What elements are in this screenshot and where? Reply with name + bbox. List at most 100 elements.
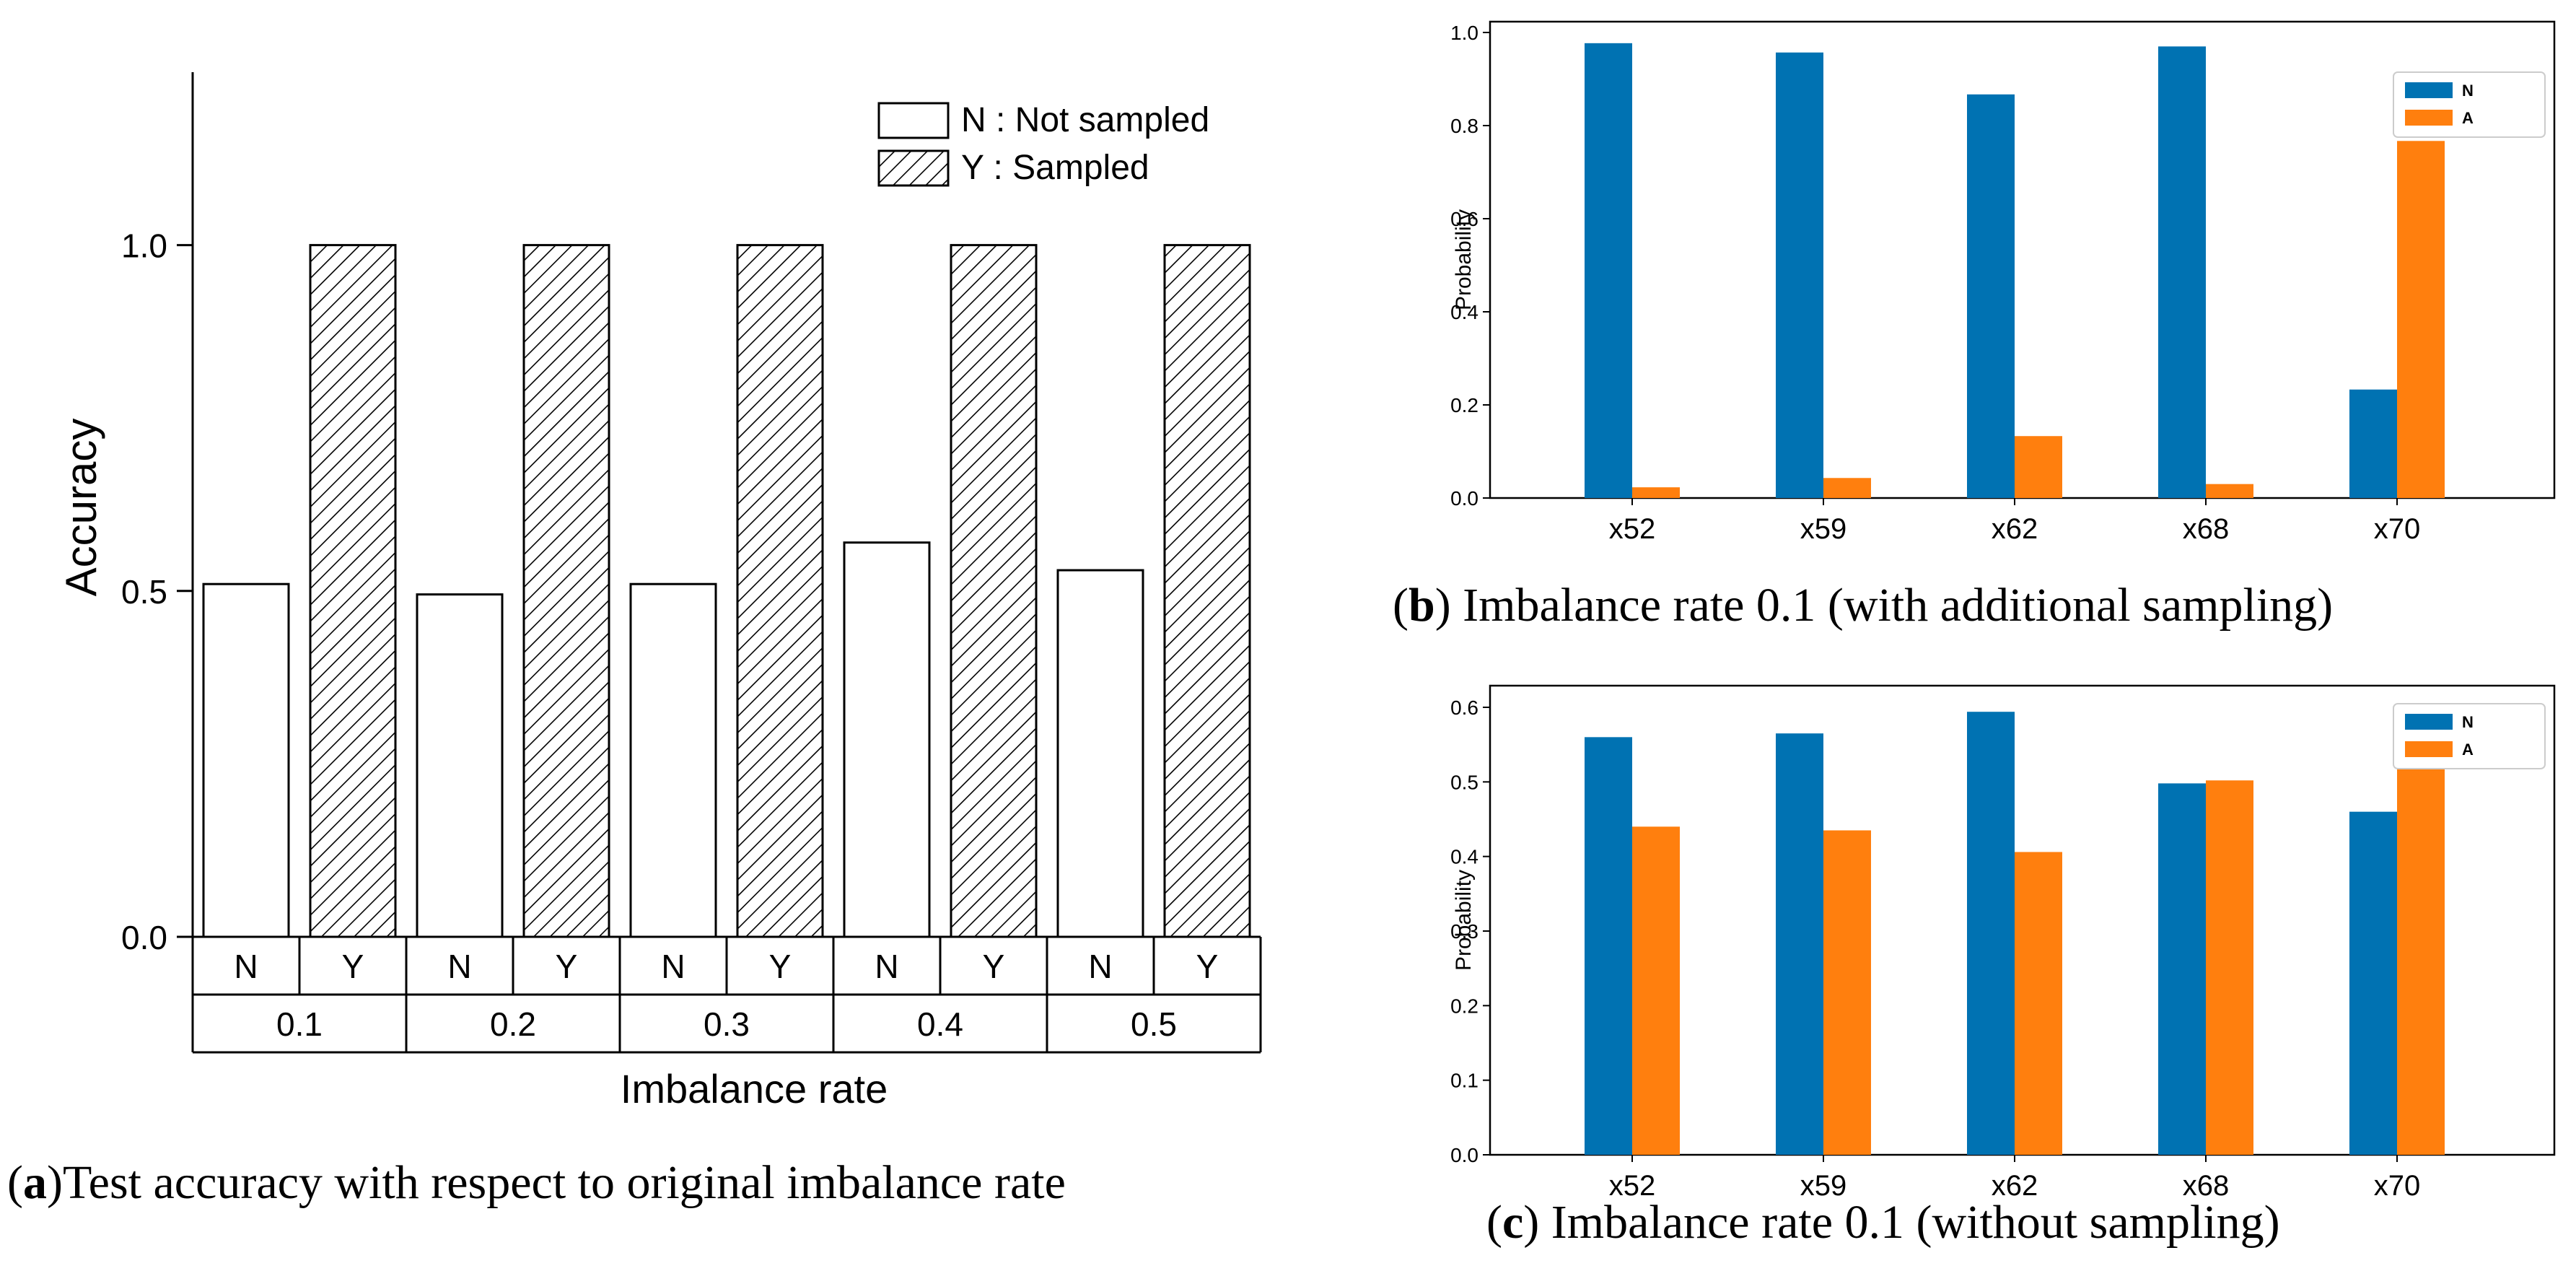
bar-N-x59 [1776,52,1823,499]
x-tick-label: x70 [2374,1170,2421,1202]
bar-A-x62 [2015,436,2062,498]
legend-swatch-not-sampled [877,102,950,139]
caption-text: )Test accuracy with respect to original … [47,1156,1066,1209]
y-tick-label: 0.2 [1450,995,1478,1017]
caption-open-paren: ( [1393,579,1409,632]
panel-b-legend: N A [2393,71,2546,138]
bar-A-x68 [2206,780,2253,1155]
y-tick-label: 0.3 [1450,920,1478,943]
bar-A-x62 [2015,852,2062,1155]
panel-c-legend-label-a: A [2462,741,2474,759]
y-tick-label: 0.5 [121,573,167,611]
sub-category-label: Y [1196,948,1219,985]
panel-b-legend-swatch-n [2405,82,2453,98]
group-label: 0.2 [490,1005,536,1043]
panel-a-x-axis-label: Imbalance rate [621,1066,888,1111]
y-tick-label: 0.1 [1450,1070,1478,1092]
panel-b-y-ticks: 0.0 0.2 0.4 0.6 0.8 1.0 [1450,22,1490,510]
caption-open-paren: ( [7,1156,23,1209]
y-tick-label: 0.6 [1450,208,1478,230]
y-tick-label: 0.4 [1450,301,1478,323]
bar-N-x52 [1585,737,1632,1155]
legend-swatch-sampled [877,149,950,187]
panel-a-legend: N : Not sampled Y : Sampled [877,101,1209,187]
bar-A-x59 [1823,830,1871,1155]
y-tick-label: 0.0 [1450,487,1478,510]
y-tick-label: 1.0 [121,227,167,265]
panel-a-caption: (a)Test accuracy with respect to origina… [7,1156,1066,1209]
panel-b-legend-swatch-a [2405,110,2453,126]
bar-N-0.5 [1056,569,1144,938]
caption-letter: b [1409,579,1435,632]
bar-N-x68 [2158,783,2206,1155]
bar-A-x59 [1823,478,1871,498]
bar-N-0.2 [416,593,504,938]
panel-c-caption: (c) Imbalance rate 0.1 (without sampling… [1486,1196,2280,1249]
bar-Y-0.5 [1163,244,1251,938]
panel-c-y-axis-label: Probability [1452,870,1476,971]
bar-A-x70 [2397,141,2445,498]
y-tick-label: 0.8 [1450,115,1478,137]
panel-c-probability-chart: 0.0 0.1 0.2 0.3 0.4 0.5 0.6 x52 x59 x62 x68 x70 Pr… [1450,684,2556,1249]
bar-A-x52 [1632,826,1680,1155]
bar-N-x62 [1967,94,2015,498]
x-tick-label: x70 [2374,513,2421,545]
x-tick-label: x59 [1800,1170,1847,1202]
panel-b-probability-chart: 0.0 0.2 0.4 0.6 0.8 1.0 x52 x59 x62 x68 x70 Proba… [1393,20,2556,632]
bar-N-0.4 [843,541,931,938]
y-tick-label: 0.6 [1450,696,1478,719]
panel-b-y-axis-label: Probability [1452,209,1476,310]
sub-category-label: Y [556,948,578,985]
panel-c-legend: N A [2393,703,2546,769]
caption-letter: a [23,1156,47,1209]
panel-a-accuracy-chart: 0.0 0.5 1.0 N Y 0.1 N Y 0.2 N Y 0.3 N Y 0.4 N Y 0.5 Accu… [7,72,1262,1209]
bar-N-x52 [1585,43,1632,498]
x-tick-label: x52 [1609,513,1656,545]
panel-c-legend-swatch-n [2405,714,2453,730]
sub-category-label: N [875,948,898,985]
group-label: 0.4 [917,1005,963,1043]
panel-c-legend-swatch-a [2405,741,2453,757]
sub-category-label: Y [769,948,792,985]
panel-c-bars [1585,712,2445,1155]
panel-a-bars [202,244,1251,938]
bar-A-x52 [1632,487,1680,498]
y-tick-label: 0.5 [1450,771,1478,793]
y-tick-label: 0.2 [1450,394,1478,416]
sub-category-label: Y [983,948,1005,985]
bar-N-x68 [2158,46,2206,499]
sub-category-label: N [1088,948,1112,985]
caption-text: ) Imbalance rate 0.1 (without sampling) [1523,1196,2279,1249]
panel-a-category-table: N Y 0.1 N Y 0.2 N Y 0.3 N Y 0.4 N Y 0.5 [191,935,1262,1054]
panel-c-y-ticks: 0.0 0.1 0.2 0.3 0.4 0.5 0.6 [1450,696,1490,1166]
bar-N-x59 [1776,733,1823,1155]
sub-category-label: N [234,948,258,985]
y-tick-label: 0.0 [121,919,167,956]
panel-c-legend-label-n: N [2462,713,2474,731]
legend-label-not-sampled: N : Not sampled [961,101,1209,139]
caption-open-paren: ( [1486,1196,1502,1249]
sub-category-label: N [661,948,685,985]
sub-category-label: N [447,948,471,985]
bar-N-x62 [1967,712,2015,1155]
bar-N-0.3 [629,582,717,938]
bar-A-x70 [2397,752,2445,1155]
panel-a-y-axis-label: Accuracy [57,419,105,597]
group-label: 0.3 [704,1005,750,1043]
x-tick-label: x62 [1992,513,2038,545]
legend-label-sampled: Y : Sampled [961,149,1149,187]
caption-text: ) Imbalance rate 0.1 (with additional sa… [1435,579,2333,632]
panel-b-legend-label-a: A [2462,109,2474,127]
group-label: 0.5 [1131,1005,1177,1043]
y-tick-label: 0.4 [1450,846,1478,868]
panel-b-x-ticks: x52 x59 x62 x68 x70 [1609,498,2421,545]
panel-b-bars [1585,43,2445,499]
x-tick-label: x59 [1800,513,1847,545]
bar-Y-0.4 [950,244,1038,938]
panel-c-x-ticks: x52 x59 x62 x68 x70 [1609,1155,2421,1202]
bar-Y-0.1 [309,244,397,938]
bar-N-x70 [2349,811,2397,1155]
group-label: 0.1 [276,1005,323,1043]
bar-Y-0.2 [522,244,610,938]
